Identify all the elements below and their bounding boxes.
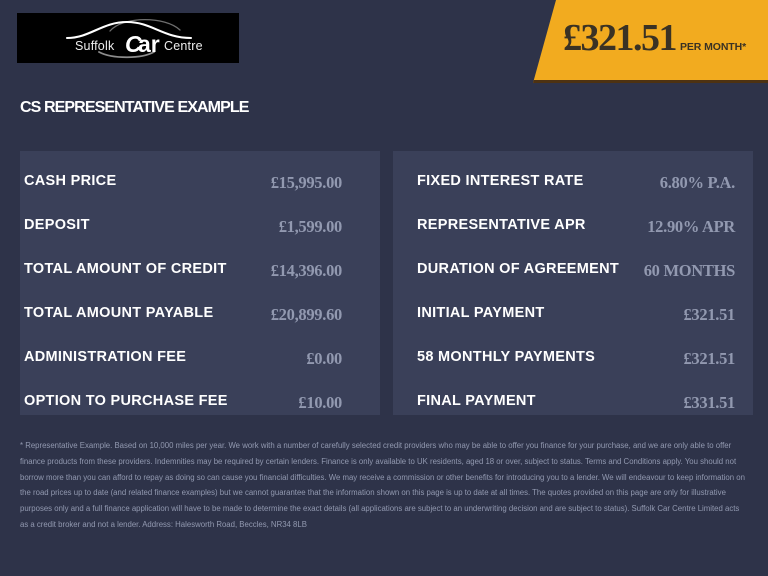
svg-text:ar: ar — [138, 31, 160, 57]
svg-text:Centre: Centre — [164, 39, 203, 53]
svg-text:Suffolk: Suffolk — [75, 39, 115, 53]
